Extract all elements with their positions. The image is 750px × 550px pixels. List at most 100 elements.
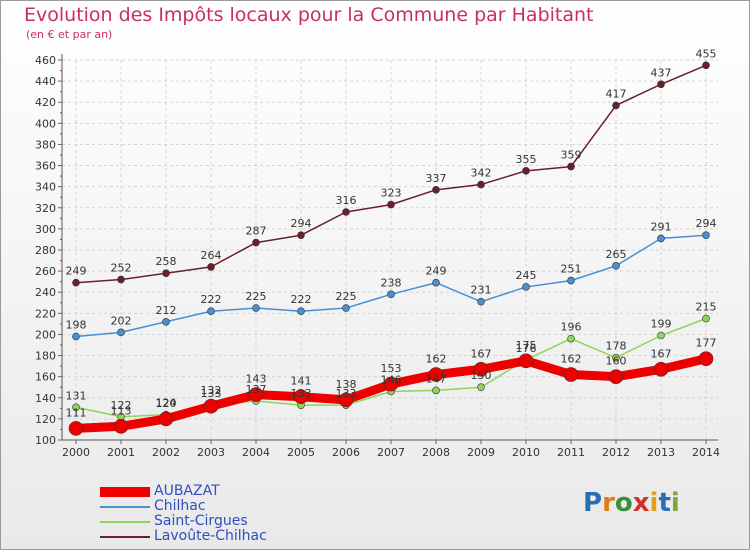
data-label: 167 [471, 347, 492, 360]
data-point [432, 386, 440, 395]
logo-letter: i [649, 488, 659, 518]
data-point [117, 328, 125, 337]
data-label: 291 [651, 220, 672, 233]
y-tick-label: 460 [35, 54, 56, 67]
x-tick-label: 2002 [152, 446, 180, 459]
data-point [387, 290, 395, 299]
data-point [203, 398, 219, 414]
data-label: 153 [381, 362, 402, 375]
logo-letter: P [583, 488, 603, 518]
data-label: 147 [426, 372, 447, 385]
data-point [158, 411, 174, 427]
data-point [207, 263, 215, 271]
data-point [518, 353, 534, 369]
x-tick-label: 2014 [692, 446, 720, 459]
data-label: 202 [111, 314, 132, 327]
data-label: 225 [336, 290, 357, 303]
data-label: 359 [561, 149, 582, 162]
y-tick-label: 160 [35, 371, 56, 384]
data-point [567, 276, 575, 285]
data-point [702, 231, 710, 240]
data-point [72, 403, 80, 412]
y-tick-label: 400 [35, 117, 56, 130]
data-label: 212 [156, 304, 177, 317]
data-point [113, 418, 129, 434]
data-label: 113 [111, 404, 132, 417]
legend-swatch [100, 506, 150, 508]
data-point [567, 334, 575, 343]
data-point [657, 234, 665, 243]
data-point [522, 167, 530, 175]
data-point [162, 269, 170, 278]
logo-letter: i [670, 488, 680, 518]
series-aubazat [68, 351, 714, 436]
logo-letter: o [614, 488, 633, 518]
data-label: 355 [516, 153, 537, 166]
data-label: 222 [291, 293, 312, 306]
x-tick-label: 2010 [512, 446, 540, 459]
x-tick-label: 2008 [422, 446, 450, 459]
legend-swatch [100, 487, 150, 497]
data-label: 198 [66, 319, 87, 332]
y-tick-label: 200 [35, 328, 56, 341]
data-label: 294 [696, 217, 717, 230]
data-point [612, 262, 620, 270]
legend-label: Saint-Cirgues [154, 513, 248, 529]
x-tick-label: 2001 [107, 446, 135, 459]
y-tick-label: 180 [35, 350, 56, 363]
x-tick-label: 2013 [647, 446, 675, 459]
data-label: 133 [336, 387, 357, 400]
data-label: 455 [696, 47, 717, 60]
data-point [252, 238, 260, 247]
y-tick-label: 280 [35, 244, 56, 257]
data-label: 175 [516, 339, 537, 352]
y-tick-label: 380 [35, 138, 56, 151]
data-point [72, 332, 80, 341]
data-label: 131 [66, 389, 87, 402]
data-point [387, 200, 395, 209]
data-point [608, 369, 624, 384]
y-tick-label: 300 [35, 223, 56, 236]
x-tick-label: 2006 [332, 446, 360, 459]
data-label: 143 [246, 373, 267, 386]
data-point [342, 304, 350, 312]
x-tick-label: 2003 [197, 446, 225, 459]
x-tick-label: 2012 [602, 446, 630, 459]
y-tick-label: 340 [35, 181, 56, 194]
y-tick-label: 240 [35, 286, 56, 299]
data-label: 342 [471, 167, 492, 180]
data-label: 222 [201, 293, 222, 306]
data-point [432, 278, 440, 287]
data-label: 138 [336, 378, 357, 391]
data-label: 162 [561, 353, 582, 366]
data-label: 124 [156, 397, 177, 410]
data-point [522, 283, 530, 291]
x-tick-label: 2007 [377, 446, 405, 459]
data-point [657, 331, 665, 340]
legend-label: Lavoûte-Chilhac [154, 528, 267, 544]
data-point [477, 297, 485, 306]
y-tick-label: 360 [35, 160, 56, 173]
data-label: 162 [426, 353, 447, 366]
y-tick-label: 140 [35, 392, 56, 405]
data-label: 137 [246, 383, 267, 396]
data-label: 264 [201, 249, 222, 262]
y-tick-label: 120 [35, 413, 56, 426]
y-tick-label: 260 [35, 265, 56, 278]
data-label: 111 [66, 406, 87, 419]
data-label: 258 [156, 255, 177, 268]
data-label: 337 [426, 172, 447, 185]
legend-swatch [100, 521, 150, 523]
data-label: 177 [696, 337, 717, 350]
y-tick-label: 220 [35, 307, 56, 320]
data-point [477, 180, 485, 189]
y-tick-label: 100 [35, 434, 56, 447]
data-label: 316 [336, 194, 357, 207]
data-label: 287 [246, 225, 267, 238]
data-point [117, 275, 125, 284]
data-point [653, 361, 669, 377]
data-point [297, 307, 305, 316]
data-label: 120 [156, 397, 177, 410]
data-point [252, 304, 260, 312]
y-tick-label: 440 [35, 75, 56, 88]
